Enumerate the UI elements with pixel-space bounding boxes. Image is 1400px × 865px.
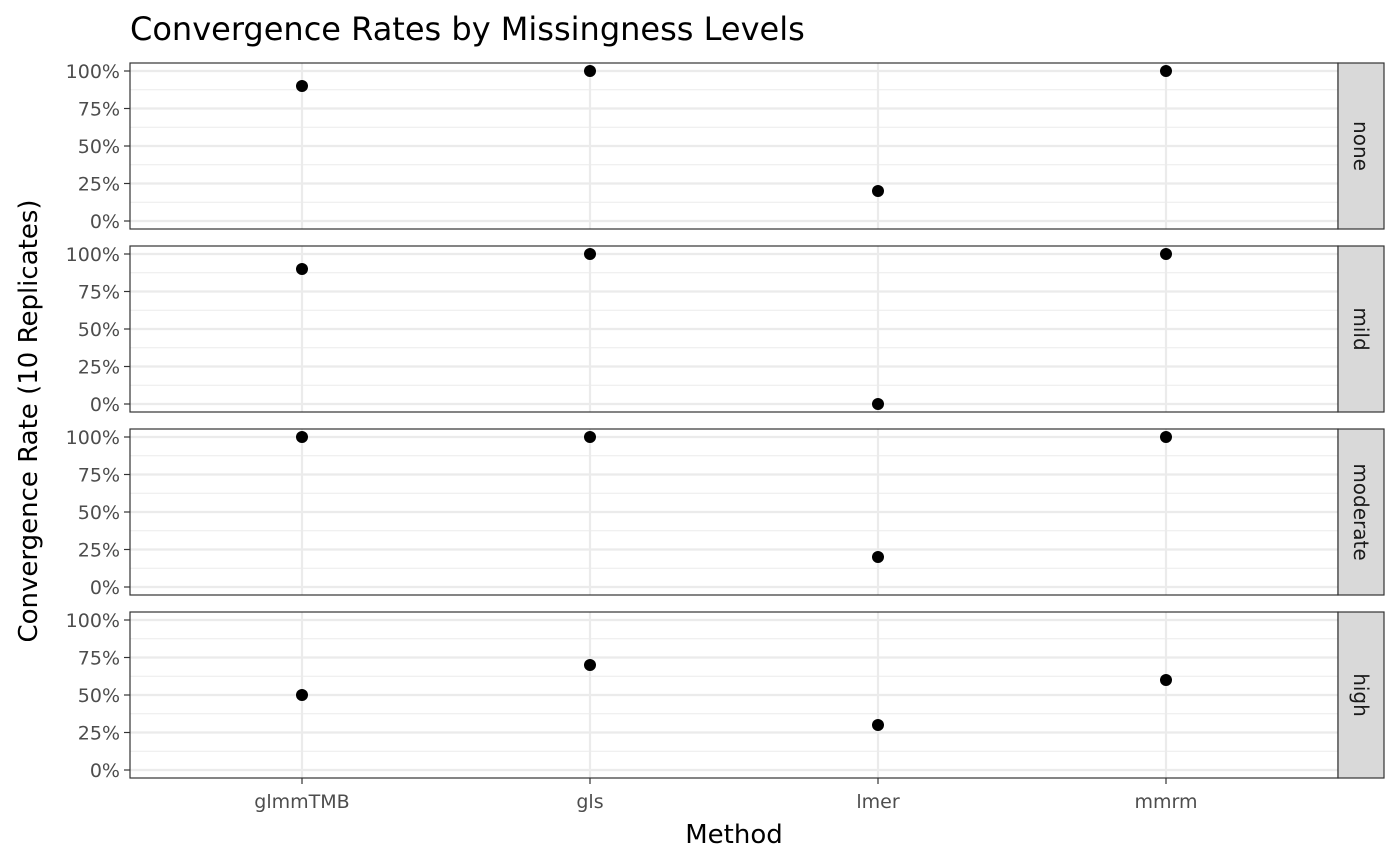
x-tick-label: glmmTMB	[254, 791, 349, 813]
y-tick-label: 25%	[78, 723, 120, 745]
data-point-gls	[584, 248, 596, 260]
y-tick-label: 50%	[78, 136, 120, 158]
y-tick-label: 75%	[78, 648, 120, 670]
facet-strip	[1337, 62, 1385, 230]
facet-strip	[1337, 245, 1385, 413]
facet-panel-none: 0% 25% 50% 75% 100% none	[66, 61, 1385, 233]
facet-panel-high: 0% 25% 50% 75% 100% high	[66, 610, 1385, 782]
data-point-glmmTMB	[296, 263, 308, 275]
y-tick-label: 25%	[78, 174, 120, 196]
facet-strip-label: high	[1349, 673, 1373, 717]
y-tick-label: 50%	[78, 685, 120, 707]
y-tick-label: 75%	[78, 465, 120, 487]
facet-panel-moderate: 0% 25% 50% 75% 100% moderate	[66, 427, 1385, 599]
data-point-lmer	[872, 185, 884, 197]
facet-strip	[1337, 611, 1385, 779]
facet-strip-label: moderate	[1349, 463, 1373, 560]
y-tick-label: 50%	[78, 502, 120, 524]
y-tick-label: 100%	[66, 610, 120, 632]
y-tick-label: 100%	[66, 61, 120, 83]
chart-title: Convergence Rates by Missingness Levels	[130, 10, 805, 48]
x-axis-title: Method	[685, 820, 783, 850]
data-point-mmrm	[1160, 674, 1172, 686]
facet-strip-label: mild	[1349, 307, 1373, 350]
y-tick-label: 25%	[78, 357, 120, 379]
y-tick-label: 0%	[90, 760, 120, 782]
y-tick-label: 0%	[90, 211, 120, 233]
data-point-mmrm	[1160, 431, 1172, 443]
facet-strip-label: none	[1349, 121, 1373, 171]
y-tick-label: 100%	[66, 244, 120, 266]
y-tick-label: 75%	[78, 99, 120, 121]
x-tick-label: mmrm	[1134, 791, 1197, 813]
y-axis-title: Convergence Rate (10 Replicates)	[14, 199, 44, 642]
y-tick-label: 100%	[66, 427, 120, 449]
y-tick-label: 50%	[78, 319, 120, 341]
data-point-glmmTMB	[296, 80, 308, 92]
data-point-lmer	[872, 398, 884, 410]
y-tick-label: 75%	[78, 282, 120, 304]
x-axis: glmmTMB gls lmer mmrm	[254, 778, 1198, 813]
data-point-mmrm	[1160, 65, 1172, 77]
y-tick-label: 25%	[78, 540, 120, 562]
data-point-lmer	[872, 551, 884, 563]
y-tick-label: 0%	[90, 577, 120, 599]
x-tick-label: lmer	[856, 791, 899, 813]
data-point-gls	[584, 431, 596, 443]
data-point-mmrm	[1160, 248, 1172, 260]
data-point-gls	[584, 659, 596, 671]
data-point-glmmTMB	[296, 689, 308, 701]
data-point-lmer	[872, 719, 884, 731]
y-tick-label: 0%	[90, 394, 120, 416]
facet-panels: 0%25%50%75%100%none0%25%50%75%100%mild0%…	[66, 61, 1385, 782]
data-point-gls	[584, 65, 596, 77]
data-point-glmmTMB	[296, 431, 308, 443]
x-tick-label: gls	[576, 791, 603, 813]
facet-strip	[1337, 428, 1385, 596]
facet-panel-mild: 0% 25% 50% 75% 100% mild	[66, 244, 1385, 416]
